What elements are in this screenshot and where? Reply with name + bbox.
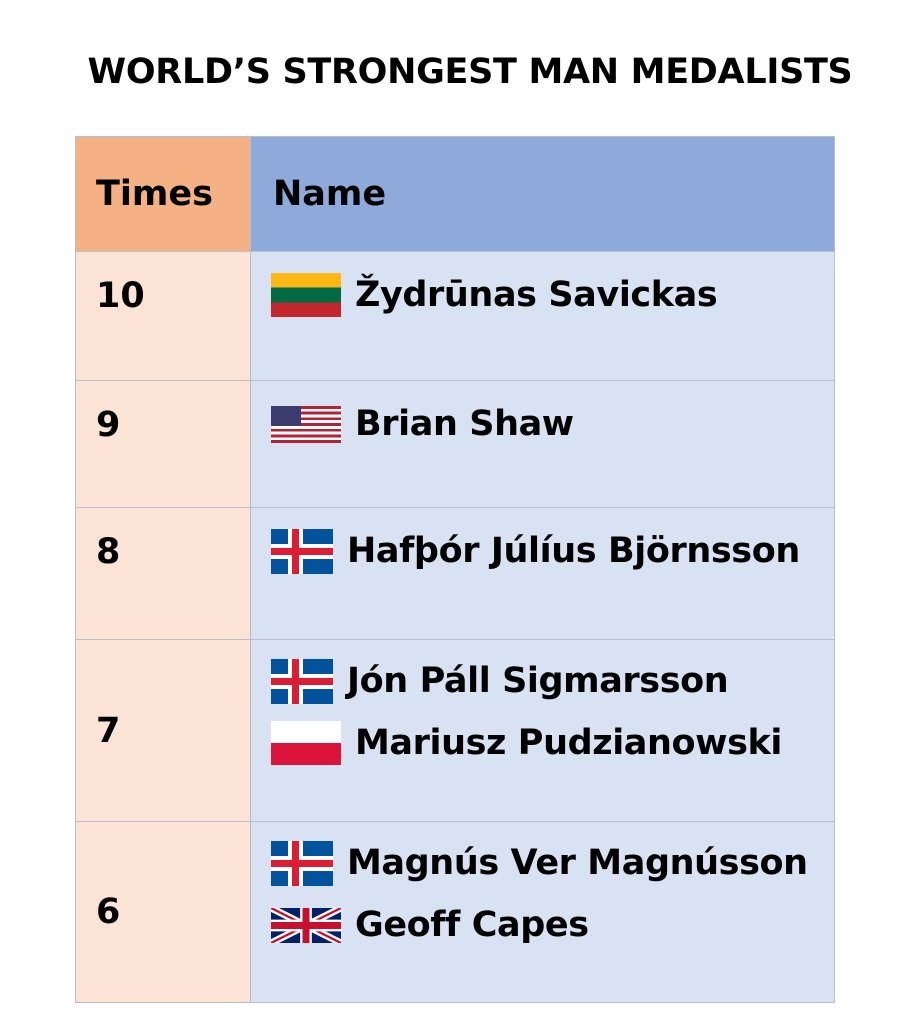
- name-cell: Jón Páll Sigmarsson Mariusz Pudzianowski: [250, 639, 835, 822]
- table-row: 7 Jón Páll Sigmarsson Mariusz Pudzianows…: [75, 639, 835, 822]
- lithuania-flag-icon: [271, 273, 341, 317]
- medalist-name: Magnús Ver Magnússon: [347, 843, 808, 883]
- medalist-entry: Mariusz Pudzianowski: [271, 712, 834, 774]
- uk-flag-icon: [271, 907, 341, 943]
- table-row: 9 Brian Shaw: [75, 380, 835, 508]
- medalist-entry: Brian Shaw: [271, 393, 834, 455]
- times-cell: 6: [75, 821, 251, 1003]
- medalist-name: Geoff Capes: [355, 905, 589, 945]
- table-row: 10 Žydrūnas Savickas: [75, 251, 835, 381]
- iceland-flag-icon: [271, 840, 333, 886]
- times-cell: 9: [75, 380, 251, 508]
- medalist-entry: Hafþór Júlíus Björnsson: [271, 520, 834, 582]
- name-cell: Brian Shaw: [250, 380, 835, 508]
- name-cell: Magnús Ver Magnússon Geoff Capes: [250, 821, 835, 1003]
- medalist-entry: Geoff Capes: [271, 894, 834, 956]
- medalist-entry: Žydrūnas Savickas: [271, 264, 834, 326]
- medalist-name: Žydrūnas Savickas: [355, 275, 718, 315]
- header-row: Times Name: [75, 136, 835, 252]
- medalist-name: Jón Páll Sigmarsson: [347, 661, 729, 701]
- medalist-name: Brian Shaw: [355, 404, 574, 444]
- name-cell: Žydrūnas Savickas: [250, 251, 835, 381]
- times-cell: 8: [75, 507, 251, 640]
- medalist-entry: Jón Páll Sigmarsson: [271, 650, 834, 712]
- iceland-flag-icon: [271, 658, 333, 704]
- usa-flag-icon: [271, 405, 341, 443]
- table-row: 6 Magnús Ver Magnússon Geoff Capes: [75, 821, 835, 1003]
- poland-flag-icon: [271, 721, 341, 765]
- medalist-name: Hafþór Júlíus Björnsson: [347, 531, 800, 571]
- medalist-entry: Magnús Ver Magnússon: [271, 832, 834, 894]
- medalists-table: Times Name 10 Žydrūnas Savickas 9 Brian …: [75, 136, 835, 1003]
- iceland-flag-icon: [271, 528, 333, 574]
- times-header: Times: [75, 136, 251, 252]
- medalist-name: Mariusz Pudzianowski: [355, 723, 783, 763]
- times-cell: 7: [75, 639, 251, 822]
- times-cell: 10: [75, 251, 251, 381]
- name-cell: Hafþór Júlíus Björnsson: [250, 507, 835, 640]
- page-title: WORLD’S STRONGEST MAN MEDALISTS: [87, 52, 853, 92]
- name-header: Name: [250, 136, 835, 252]
- table-row: 8 Hafþór Júlíus Björnsson: [75, 507, 835, 640]
